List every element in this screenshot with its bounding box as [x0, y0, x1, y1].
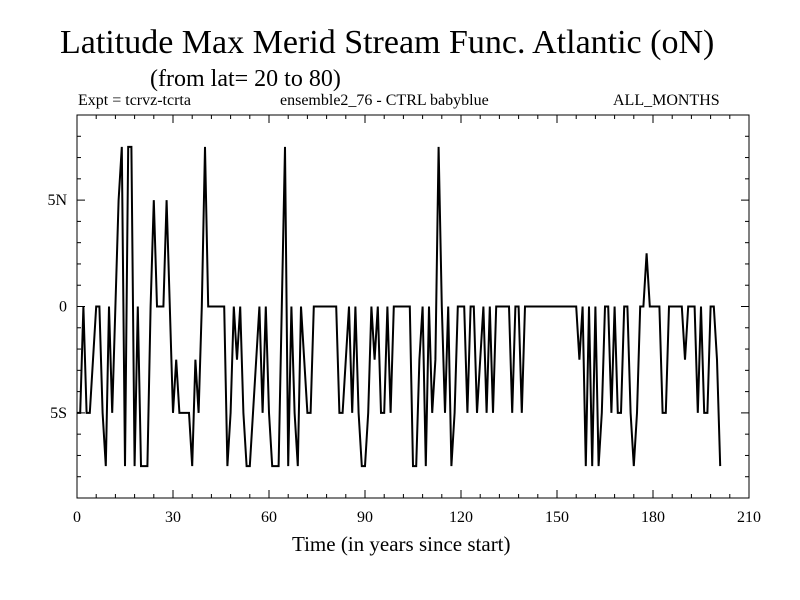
y-tick-label: 0: [59, 299, 67, 316]
x-tick-label: 120: [449, 509, 473, 526]
series-line: [77, 145, 722, 468]
x-tick-label: 210: [737, 509, 761, 526]
ensemble-label: ensemble2_76 - CTRL babyblue: [280, 92, 489, 109]
x-axis-label: Time (in years since start): [292, 532, 511, 556]
x-tick-label: 90: [357, 509, 373, 526]
y-tick-label: 5N: [47, 192, 67, 209]
x-tick-label: 150: [545, 509, 569, 526]
x-tick-label: 60: [261, 509, 277, 526]
chart-subtitle: (from lat= 20 to 80): [150, 66, 341, 92]
x-tick-label: 0: [73, 509, 81, 526]
y-tick-label: 5S: [50, 405, 67, 422]
experiment-label: Expt = tcrvz-tcrta: [78, 92, 191, 109]
chart-title: Latitude Max Merid Stream Func. Atlantic…: [60, 24, 715, 61]
x-tick-label: 30: [165, 509, 181, 526]
months-label: ALL_MONTHS: [613, 92, 720, 109]
x-tick-label: 180: [641, 509, 665, 526]
